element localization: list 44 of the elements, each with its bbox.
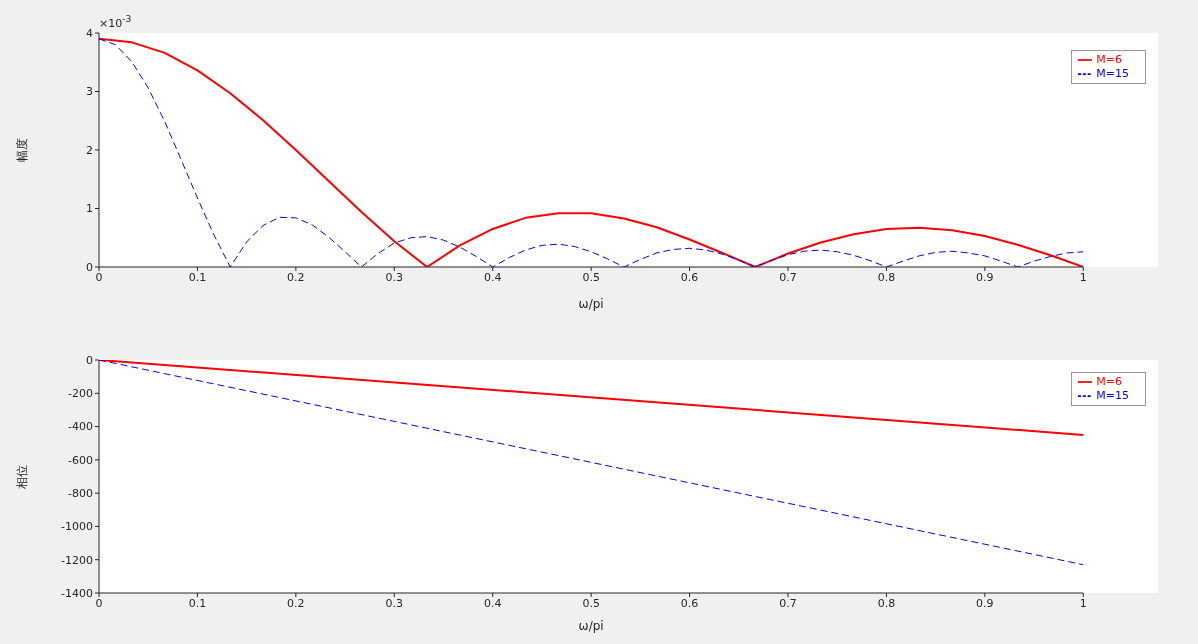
x-tick-label: 0: [95, 596, 103, 610]
x-tick-label: 0.8: [877, 596, 896, 610]
x-tick-label: 0.9: [976, 270, 994, 284]
y-tick-label: 4: [86, 26, 93, 40]
y-axis-title: 幅度: [15, 138, 30, 162]
x-axis-title: ω/pi: [578, 619, 604, 633]
y-tick-label: 1: [86, 202, 93, 216]
x-tick-label: 0.4: [483, 596, 502, 610]
y-tick-label: -1000: [61, 520, 93, 534]
x-tick-label: 0.5: [582, 596, 600, 610]
x-tick-label: 0.2: [287, 596, 305, 610]
y-tick-label: 0: [86, 353, 93, 367]
x-tick-label: 0.5: [582, 270, 600, 284]
y-axis-title: 相位: [15, 464, 30, 489]
x-tick-label: 0.6: [680, 270, 699, 284]
x-axis-title: ω/pi: [578, 297, 604, 311]
x-tick-label: 0.4: [483, 270, 502, 284]
x-tick-label: 0.7: [779, 270, 797, 284]
legend-label: M=6: [1096, 53, 1122, 66]
y-tick-label: -200: [68, 387, 93, 401]
y-tick-label: -400: [68, 420, 93, 434]
y-tick-label: 3: [86, 85, 93, 99]
legend-label: M=6: [1096, 375, 1122, 388]
x-tick-label: 0.3: [385, 596, 404, 610]
y-tick-label: 0: [86, 260, 93, 274]
legend-label: M=15: [1096, 67, 1129, 80]
x-tick-label: 0.9: [976, 596, 994, 610]
x-tick-label: 0.1: [188, 270, 207, 284]
x-tick-label: 1: [1079, 270, 1087, 284]
x-tick-label: 0: [95, 270, 103, 284]
x-tick-label: 0.6: [680, 596, 699, 610]
y-tick-label: -600: [68, 453, 93, 467]
y-tick-label: -800: [68, 487, 93, 501]
y-tick-label: 2: [86, 143, 93, 157]
x-tick-label: 0.3: [385, 270, 404, 284]
y-tick-label: -1200: [61, 553, 93, 567]
y-tick-label: -1400: [61, 586, 93, 600]
x-tick-label: 0.2: [287, 270, 305, 284]
text: ×10$^{-3}$: [99, 13, 132, 30]
x-tick-label: 1: [1079, 596, 1087, 610]
legend-label: M=15: [1096, 389, 1129, 402]
x-tick-label: 0.8: [877, 270, 896, 284]
x-tick-label: 0.7: [779, 596, 797, 610]
x-tick-label: 0.1: [188, 596, 207, 610]
